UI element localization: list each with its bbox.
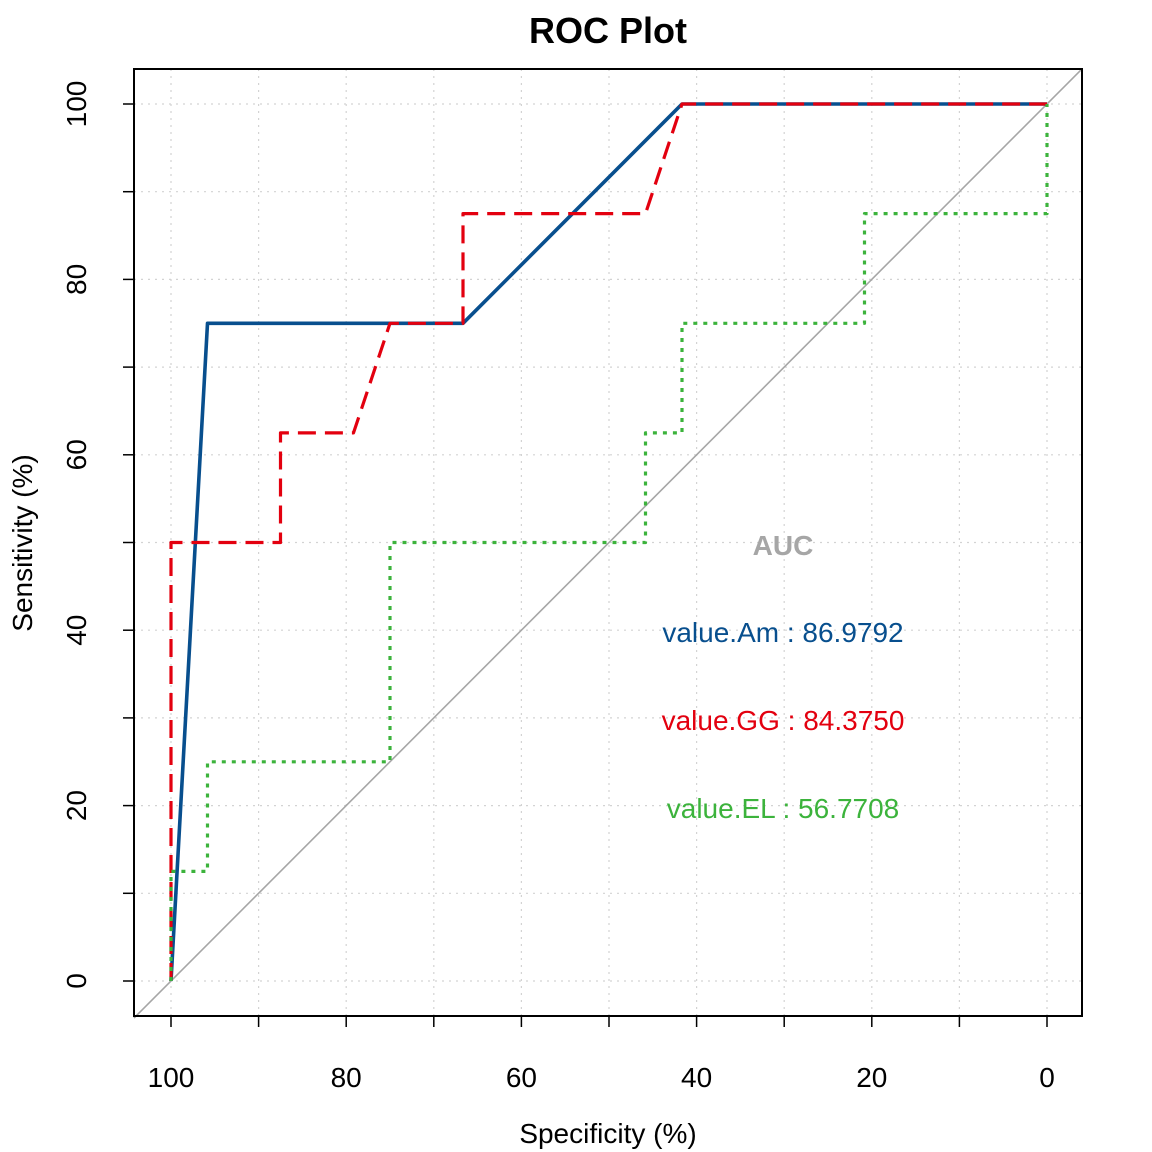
x-tick-label: 60: [506, 1062, 537, 1093]
y-tick-label: 60: [61, 439, 92, 470]
y-axis-label: Sensitivity (%): [7, 454, 38, 631]
y-tick-label: 20: [61, 790, 92, 821]
plot-area: 100 80 60 40 20 0 0 20 40 60 80 100 AUC value.Am : 86…: [61, 68, 1083, 1093]
diagonal-reference-line: [133, 68, 1083, 1019]
auc-legend-entry: value.GG : 84.3750: [662, 705, 905, 736]
x-axis-label: Specificity (%): [519, 1118, 696, 1149]
y-tick-label: 40: [61, 615, 92, 646]
x-tick-label: 80: [331, 1062, 362, 1093]
y-tick-label: 100: [61, 81, 92, 128]
x-tick-label: 20: [856, 1062, 887, 1093]
roc-curve-gg: [169, 102, 1047, 981]
auc-legend-heading: AUC: [753, 530, 814, 561]
roc-curve-el: [169, 104, 1049, 981]
y-tick-label: 80: [61, 264, 92, 295]
chart-title: ROC Plot: [529, 10, 687, 51]
auc-legend-entry: value.EL : 56.7708: [667, 793, 899, 824]
x-tick-label: 0: [1039, 1062, 1055, 1093]
x-tick-label: 40: [681, 1062, 712, 1093]
x-tick-label: 100: [148, 1062, 195, 1093]
y-tick-label: 0: [61, 973, 92, 989]
auc-legend-entry: value.Am : 86.9792: [662, 617, 903, 648]
